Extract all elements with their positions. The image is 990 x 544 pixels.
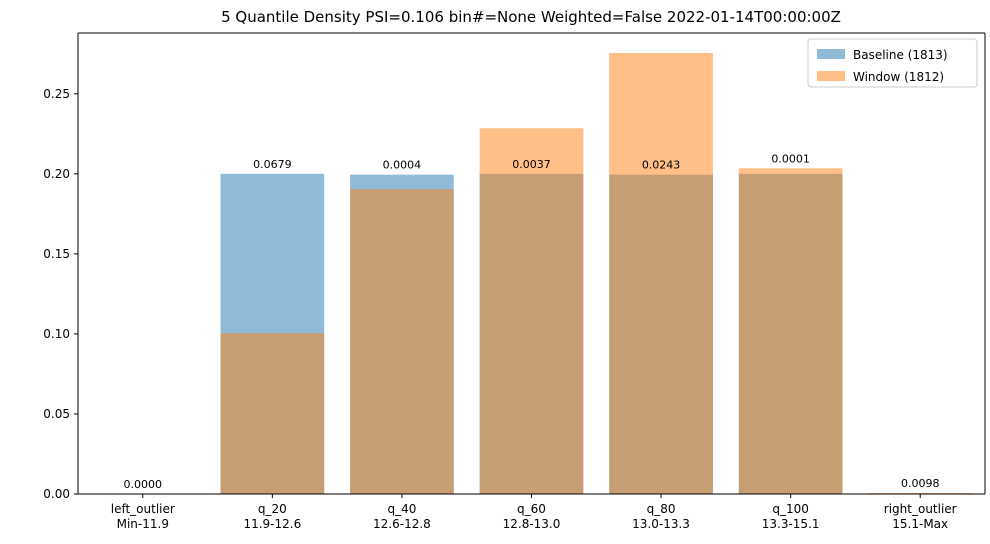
x-tick-label: 12.6-12.8 [373, 517, 431, 531]
x-tick-label: q_20 [258, 502, 287, 516]
bar-window-3 [479, 128, 584, 494]
x-tick-label: q_100 [772, 502, 809, 516]
y-tick-label: 0.05 [43, 407, 70, 421]
bar-window-5 [738, 168, 843, 495]
bar-value-label: 0.0098 [901, 477, 940, 490]
bar-value-label: 0.0679 [253, 158, 292, 171]
bar-value-label: 0.0004 [383, 159, 422, 172]
legend-label: Baseline (1813) [853, 48, 948, 62]
y-tick-label: 0.20 [43, 167, 70, 181]
x-tick-label: 11.9-12.6 [243, 517, 301, 531]
x-tick-label: 13.3-15.1 [762, 517, 820, 531]
bar-window-2 [350, 189, 454, 495]
bar-window-4 [609, 53, 713, 495]
x-tick-label: q_80 [647, 502, 676, 516]
legend-swatch [817, 71, 845, 81]
legend: Baseline (1813) Window (1812) [807, 38, 978, 88]
x-tick-label: q_40 [387, 502, 416, 516]
legend-box [807, 38, 978, 88]
x-tick-label: Min-11.9 [117, 517, 169, 531]
x-tick-label: right_outlier [884, 502, 957, 516]
bar-value-label: 0.0243 [642, 159, 681, 172]
legend-label: Window (1812) [853, 70, 944, 84]
y-tick-label: 0.00 [43, 487, 70, 501]
x-tick-label: 13.0-13.3 [632, 517, 690, 531]
y-tick-label: 0.15 [43, 247, 70, 261]
bar-value-label: 0.0037 [512, 158, 551, 171]
plot-area: 0.0000 0.0679 0.0004 0.0037 0.0243 0.0001 0.00… [43, 32, 986, 531]
y-tick-label: 0.25 [43, 87, 70, 101]
x-tick-label: 12.8-13.0 [503, 517, 561, 531]
bar-window-1 [220, 333, 325, 494]
x-tick-label: 15.1-Max [892, 517, 948, 531]
y-tick-label: 0.10 [43, 327, 70, 341]
bar-value-label: 0.0000 [124, 478, 163, 491]
chart-title: 5 Quantile Density PSI=0.106 bin#=None W… [221, 8, 841, 26]
legend-swatch [817, 49, 845, 59]
x-tick-label: q_60 [517, 502, 546, 516]
x-tick-label: left_outlier [111, 502, 175, 516]
bar-value-label: 0.0001 [771, 152, 810, 165]
